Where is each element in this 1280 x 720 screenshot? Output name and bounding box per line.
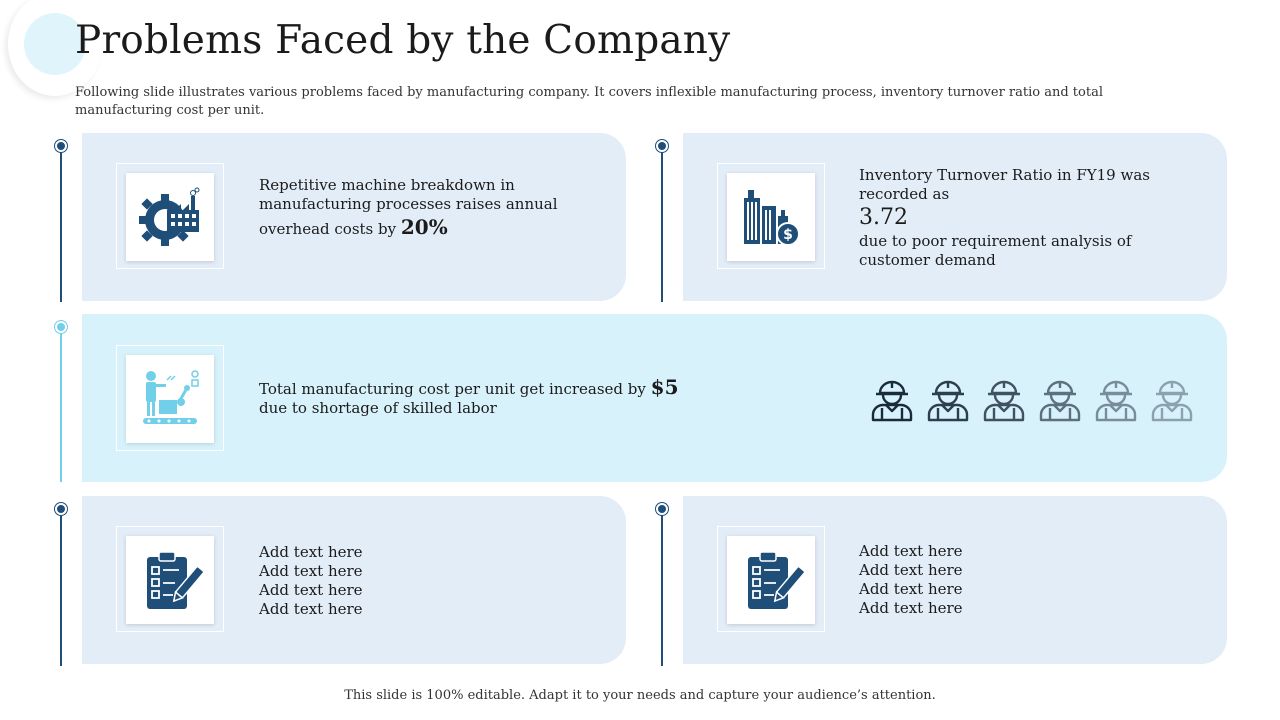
card-text-placeholder-left: Add text here Add text here Add text her…: [259, 543, 459, 619]
icon-tile: [126, 173, 214, 261]
icon-tile: [727, 536, 815, 624]
timeline-marker: [55, 321, 67, 333]
icon-tile: [126, 355, 214, 443]
page-subtitle: Following slide illustrates various prob…: [75, 85, 1103, 118]
card-text-line: due to poor requirement analysis of: [859, 232, 1132, 250]
placeholder-line: Add text here: [859, 599, 963, 617]
card-text-line: customer demand: [859, 251, 996, 269]
card-text-line: manufacturing processes raises annual: [259, 195, 558, 213]
card-text-placeholder-right: Add text here Add text here Add text her…: [859, 542, 1059, 618]
buildings-dollar-icon: $: [744, 190, 800, 246]
timeline-left-bottom: [60, 508, 62, 666]
timeline-right-top: [661, 145, 663, 302]
timeline-right-bottom: [661, 508, 663, 666]
worker-helmet-icon: [871, 380, 913, 422]
placeholder-line: Add text here: [259, 600, 363, 618]
timeline-marker: [656, 140, 668, 152]
worker-helmet-icon: [927, 380, 969, 422]
card-text-line: Total manufacturing cost per unit get in…: [259, 380, 646, 398]
metric-value: 20%: [400, 215, 448, 239]
problem-card-labor-cost: [82, 314, 1227, 482]
clipboard-pen-icon: [147, 551, 203, 609]
card-text-line: Repetitive machine breakdown in: [259, 176, 515, 194]
placeholder-line: Add text here: [859, 561, 963, 579]
decorative-dot: [24, 13, 86, 75]
icon-tile: $: [727, 173, 815, 261]
footer-note: This slide is 100% editable. Adapt it to…: [344, 688, 936, 703]
timeline-marker: [656, 503, 668, 515]
placeholder-line: Add text here: [259, 543, 363, 561]
icon-frame: [116, 345, 224, 451]
timeline-marker: [55, 503, 67, 515]
worker-conveyor-icon: [143, 370, 199, 424]
worker-helmet-icon: [1039, 380, 1081, 422]
timeline-left-top: [60, 145, 62, 302]
worker-helmet-icon: [1151, 380, 1193, 422]
clipboard-pen-icon: [748, 551, 804, 609]
timeline-left-middle: [60, 326, 62, 482]
icon-frame: [116, 163, 224, 269]
worker-helmet-icon: [983, 380, 1025, 422]
placeholder-line: Add text here: [259, 581, 363, 599]
icon-frame: $: [717, 163, 825, 269]
card-text-machine-breakdown: Repetitive machine breakdown in manufact…: [259, 176, 589, 239]
card-text-line: due to shortage of skilled labor: [259, 399, 497, 417]
timeline-marker: [55, 140, 67, 152]
placeholder-line: Add text here: [259, 562, 363, 580]
placeholder-line: Add text here: [859, 580, 963, 598]
icon-frame: [116, 526, 224, 632]
icon-tile: [126, 536, 214, 624]
card-text-line: Inventory Turnover Ratio in FY19 was: [859, 166, 1150, 184]
page-title: Problems Faced by the Company: [75, 18, 731, 63]
placeholder-line: Add text here: [859, 542, 963, 560]
icon-frame: [717, 526, 825, 632]
svg-text:$: $: [783, 227, 793, 243]
card-text-inventory-turnover: Inventory Turnover Ratio in FY19 was rec…: [859, 166, 1189, 270]
worker-icon-row: [868, 376, 1196, 422]
metric-value: 3.72: [859, 205, 908, 230]
factory-gear-icon: [139, 187, 200, 246]
worker-helmet-icon: [1095, 380, 1137, 422]
card-text-line: overhead costs by: [259, 220, 397, 238]
metric-value: $5: [650, 375, 679, 399]
card-text-labor-cost: Total manufacturing cost per unit get in…: [259, 375, 739, 418]
card-text-line: recorded as: [859, 185, 950, 203]
